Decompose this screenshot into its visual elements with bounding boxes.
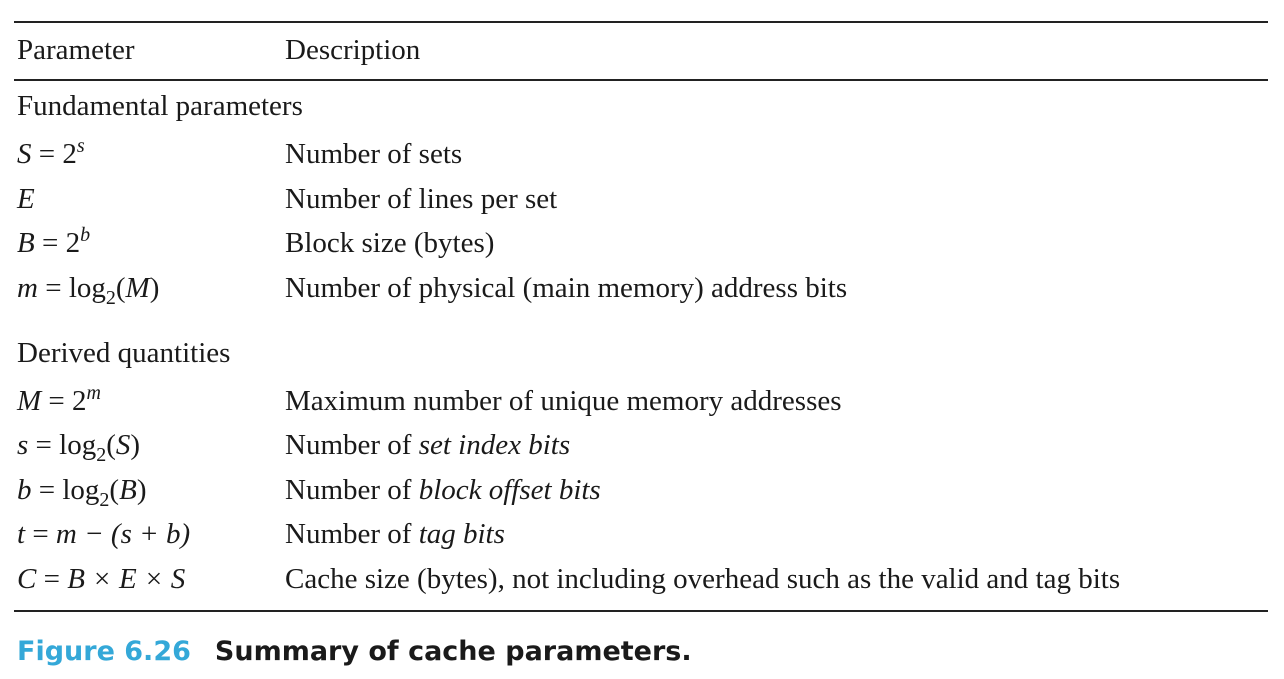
table-row: t = m − (s + b) Number of tag bits (0, 514, 1284, 554)
parameter-cell: E (17, 183, 35, 215)
section-title-row: Derived quantities (0, 333, 1284, 373)
parameter-cell: s = log2(S) (17, 429, 141, 466)
table-top-rule (14, 21, 1268, 23)
parameter-cell: t = m − (s + b) (17, 518, 191, 550)
description-cell: Number of set index bits (285, 429, 571, 461)
parameter-cell: M = 2m (17, 382, 101, 417)
table-row: S = 2s Number of sets (0, 134, 1284, 174)
table-header-row: Parameter Description (0, 30, 1284, 70)
table-row: s = log2(S) Number of set index bits (0, 425, 1284, 465)
header-parameter: Parameter (17, 34, 135, 66)
section-title: Derived quantities (17, 337, 231, 369)
description-cell: Cache size (bytes), not including overhe… (285, 563, 1121, 595)
description-cell: Number of tag bits (285, 518, 505, 550)
table-row: M = 2m Maximum number of unique memory a… (0, 381, 1284, 421)
figure-number: Figure 6.26 (17, 636, 191, 667)
section-title-row: Fundamental parameters (0, 86, 1284, 126)
description-cell: Number of lines per set (285, 183, 558, 215)
table-row: m = log2(M) Number of physical (main mem… (0, 268, 1284, 308)
description-cell: Maximum number of unique memory addresse… (285, 385, 842, 417)
figure-caption: Figure 6.26 Summary of cache parameters. (17, 632, 692, 672)
parameter-cell: b = log2(B) (17, 474, 147, 511)
parameter-cell: B = 2b (17, 224, 91, 259)
table-row: E Number of lines per set (0, 179, 1284, 219)
parameter-cell: m = log2(M) (17, 272, 160, 309)
figure-title: Summary of cache parameters. (214, 636, 692, 667)
parameter-cell: C = B × E × S (17, 563, 186, 595)
header-description: Description (285, 34, 421, 66)
description-cell: Number of physical (main memory) address… (285, 272, 848, 304)
description-cell: Block size (bytes) (285, 227, 495, 259)
table-row: B = 2b Block size (bytes) (0, 223, 1284, 263)
table-row: C = B × E × S Cache size (bytes), not in… (0, 559, 1284, 599)
table-bottom-rule (14, 610, 1268, 612)
description-cell: Number of sets (285, 138, 463, 170)
table-header-rule (14, 79, 1268, 81)
section-title: Fundamental parameters (17, 90, 303, 122)
description-cell: Number of block offset bits (285, 474, 601, 506)
table-row: b = log2(B) Number of block offset bits (0, 470, 1284, 510)
parameter-cell: S = 2s (17, 135, 85, 170)
